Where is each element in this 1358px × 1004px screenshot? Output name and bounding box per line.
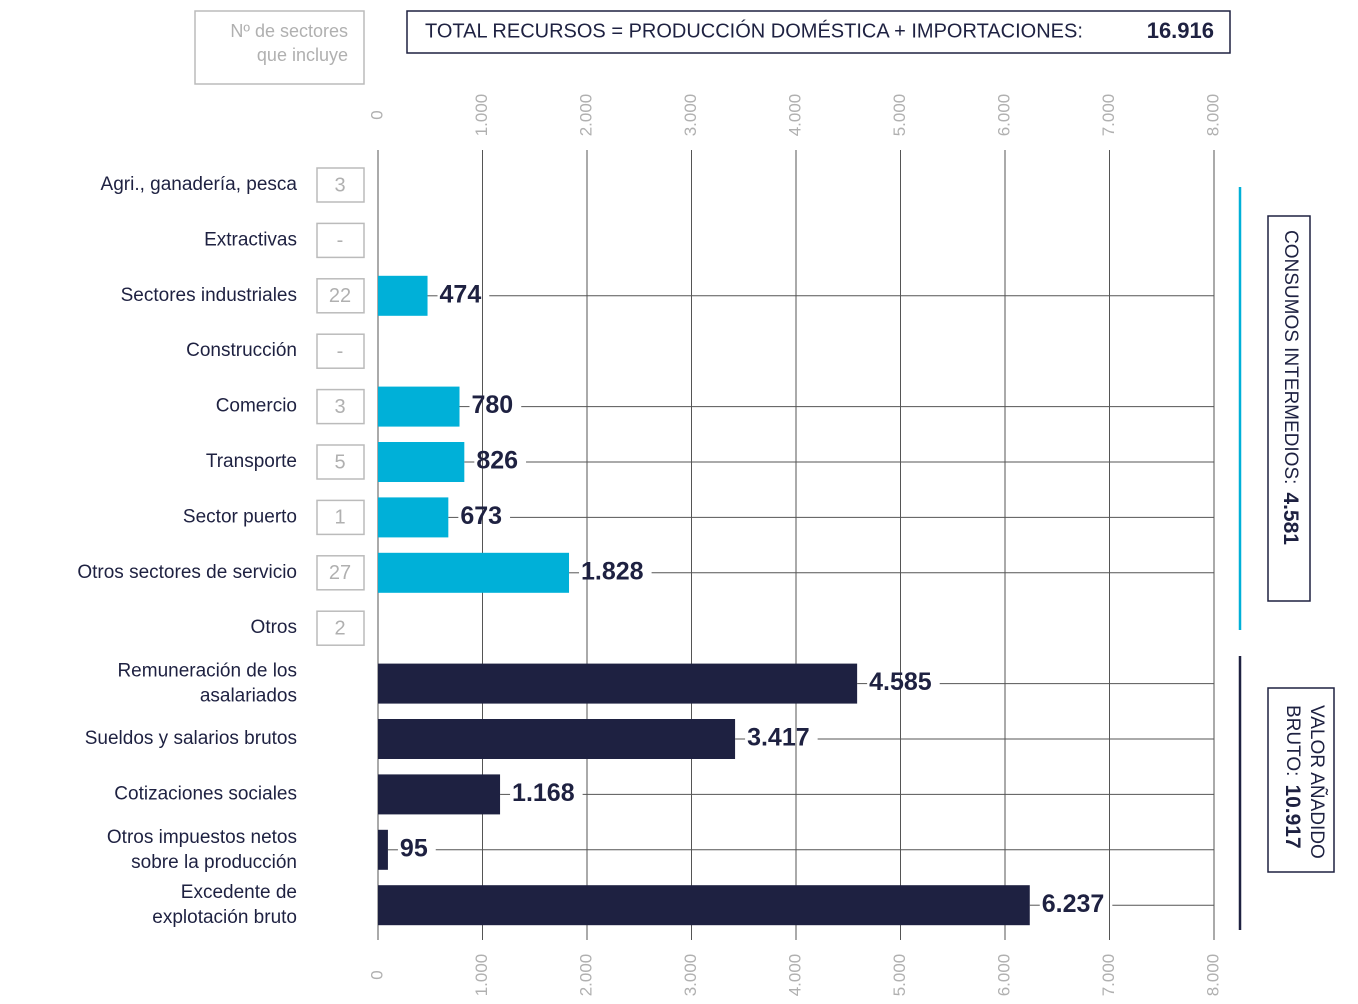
count-box: [316, 167, 365, 203]
category-label: Excedente de: [181, 882, 297, 903]
sector-count: -: [337, 340, 344, 362]
value-label: 826: [476, 447, 518, 475]
category-label: Transporte: [206, 451, 297, 472]
x-tick-label: 8.000: [1203, 94, 1222, 137]
value-label: 95: [400, 834, 428, 862]
group-label: BRUTO: 10.917: [1281, 705, 1304, 849]
count-box: [316, 388, 365, 425]
count-header: que incluye: [257, 45, 348, 65]
total-value: 16.916: [1147, 18, 1214, 43]
value-label: 1.828: [581, 557, 644, 585]
x-tick-label: 3.000: [681, 954, 700, 997]
group-label: VALOR AÑADIDO: [1306, 705, 1328, 859]
bar: [378, 497, 449, 538]
bar: [378, 774, 501, 815]
x-tick-label: 5.000: [890, 954, 909, 997]
bar: [378, 386, 460, 427]
x-tick-label: 1.000: [472, 954, 491, 997]
bar: [378, 663, 858, 704]
group-value: 4.581: [1279, 492, 1302, 545]
bar: [378, 442, 465, 482]
value-label: 780: [472, 391, 514, 419]
count-header: Nº de sectores: [230, 21, 348, 41]
value-label: 6.237: [1042, 890, 1105, 918]
x-tick-label: 8.000: [1203, 954, 1222, 997]
group-label-text: CONSUMOS INTERMEDIOS:: [1280, 230, 1301, 484]
count-header-box: [194, 10, 365, 85]
category-label: Construcción: [186, 340, 297, 361]
bar: [378, 719, 736, 759]
category-label: Remuneración de los: [117, 661, 297, 682]
category-label: Extractivas: [204, 229, 297, 250]
category-label: Otros: [251, 617, 297, 638]
x-tick-label: 7.000: [1099, 94, 1118, 137]
x-tick-label: 4.000: [785, 954, 804, 997]
count-box: [316, 333, 365, 369]
sector-count: 27: [329, 562, 351, 584]
count-box: [316, 444, 365, 480]
sector-count: 2: [334, 617, 345, 639]
category-label: explotación bruto: [152, 907, 297, 928]
category-label: Cotizaciones sociales: [114, 783, 297, 804]
category-label: Agri., ganadería, pesca: [101, 174, 298, 195]
count-box: [316, 278, 365, 314]
bar: [378, 552, 570, 593]
sector-count: 5: [334, 451, 345, 473]
category-label: Comercio: [216, 396, 297, 417]
value-label: 4.585: [869, 668, 932, 696]
sector-count: 22: [329, 285, 351, 307]
sector-count: 1: [334, 507, 345, 529]
sector-count: -: [337, 230, 344, 252]
count-box: [316, 222, 365, 259]
bar: [378, 829, 388, 870]
category-label: Otros sectores de servicio: [77, 562, 297, 583]
x-tick-label: 2.000: [576, 94, 595, 137]
category-label: asalariados: [200, 686, 297, 707]
category-label: Otros impuestos netos: [107, 827, 297, 848]
group-box: [1267, 687, 1335, 873]
group-label: CONSUMOS INTERMEDIOS: 4.581: [1279, 230, 1302, 545]
group-value: 10.917: [1281, 784, 1304, 848]
x-tick-label: 1.000: [472, 94, 491, 137]
count-box: [316, 610, 365, 646]
x-tick-label: 0: [367, 970, 386, 979]
category-label: Sector puerto: [183, 506, 297, 527]
x-tick-label: 5.000: [890, 94, 909, 137]
group-label-text: BRUTO:: [1282, 705, 1303, 776]
value-label: 673: [460, 502, 502, 530]
category-label: sobre la producción: [131, 852, 297, 873]
sector-count: 3: [334, 396, 345, 418]
count-box: [316, 555, 365, 591]
value-label: 3.417: [747, 724, 810, 752]
total-box: [406, 10, 1231, 54]
bar: [378, 275, 428, 316]
bar: [378, 885, 1030, 926]
count-box: [316, 499, 365, 536]
category-label: Sectores industriales: [121, 285, 297, 306]
x-tick-label: 3.000: [681, 94, 700, 137]
x-tick-label: 4.000: [785, 94, 804, 137]
x-tick-label: 0: [367, 110, 386, 119]
x-tick-label: 2.000: [576, 954, 595, 997]
x-tick-label: 7.000: [1099, 954, 1118, 997]
x-tick-label: 6.000: [994, 954, 1013, 997]
category-label: Sueldos y salarios brutos: [85, 728, 297, 749]
sector-count: 3: [334, 174, 345, 196]
group-box: [1267, 215, 1311, 602]
total-label: TOTAL RECURSOS = PRODUCCIÓN DOMÉSTICA + …: [425, 19, 1083, 42]
value-label: 1.168: [512, 779, 575, 807]
value-label: 474: [440, 280, 482, 308]
x-tick-label: 6.000: [994, 94, 1013, 137]
